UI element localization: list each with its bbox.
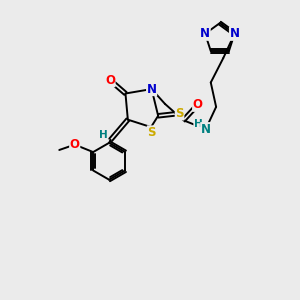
- Text: H: H: [99, 130, 107, 140]
- Text: O: O: [193, 98, 203, 111]
- Text: N: N: [230, 27, 239, 40]
- Text: O: O: [70, 138, 80, 151]
- Text: S: S: [175, 107, 184, 120]
- Text: S: S: [147, 126, 156, 139]
- Text: N: N: [200, 27, 210, 40]
- Text: O: O: [105, 74, 115, 87]
- Text: H: H: [194, 119, 203, 129]
- Text: N: N: [147, 82, 157, 95]
- Text: N: N: [201, 123, 211, 136]
